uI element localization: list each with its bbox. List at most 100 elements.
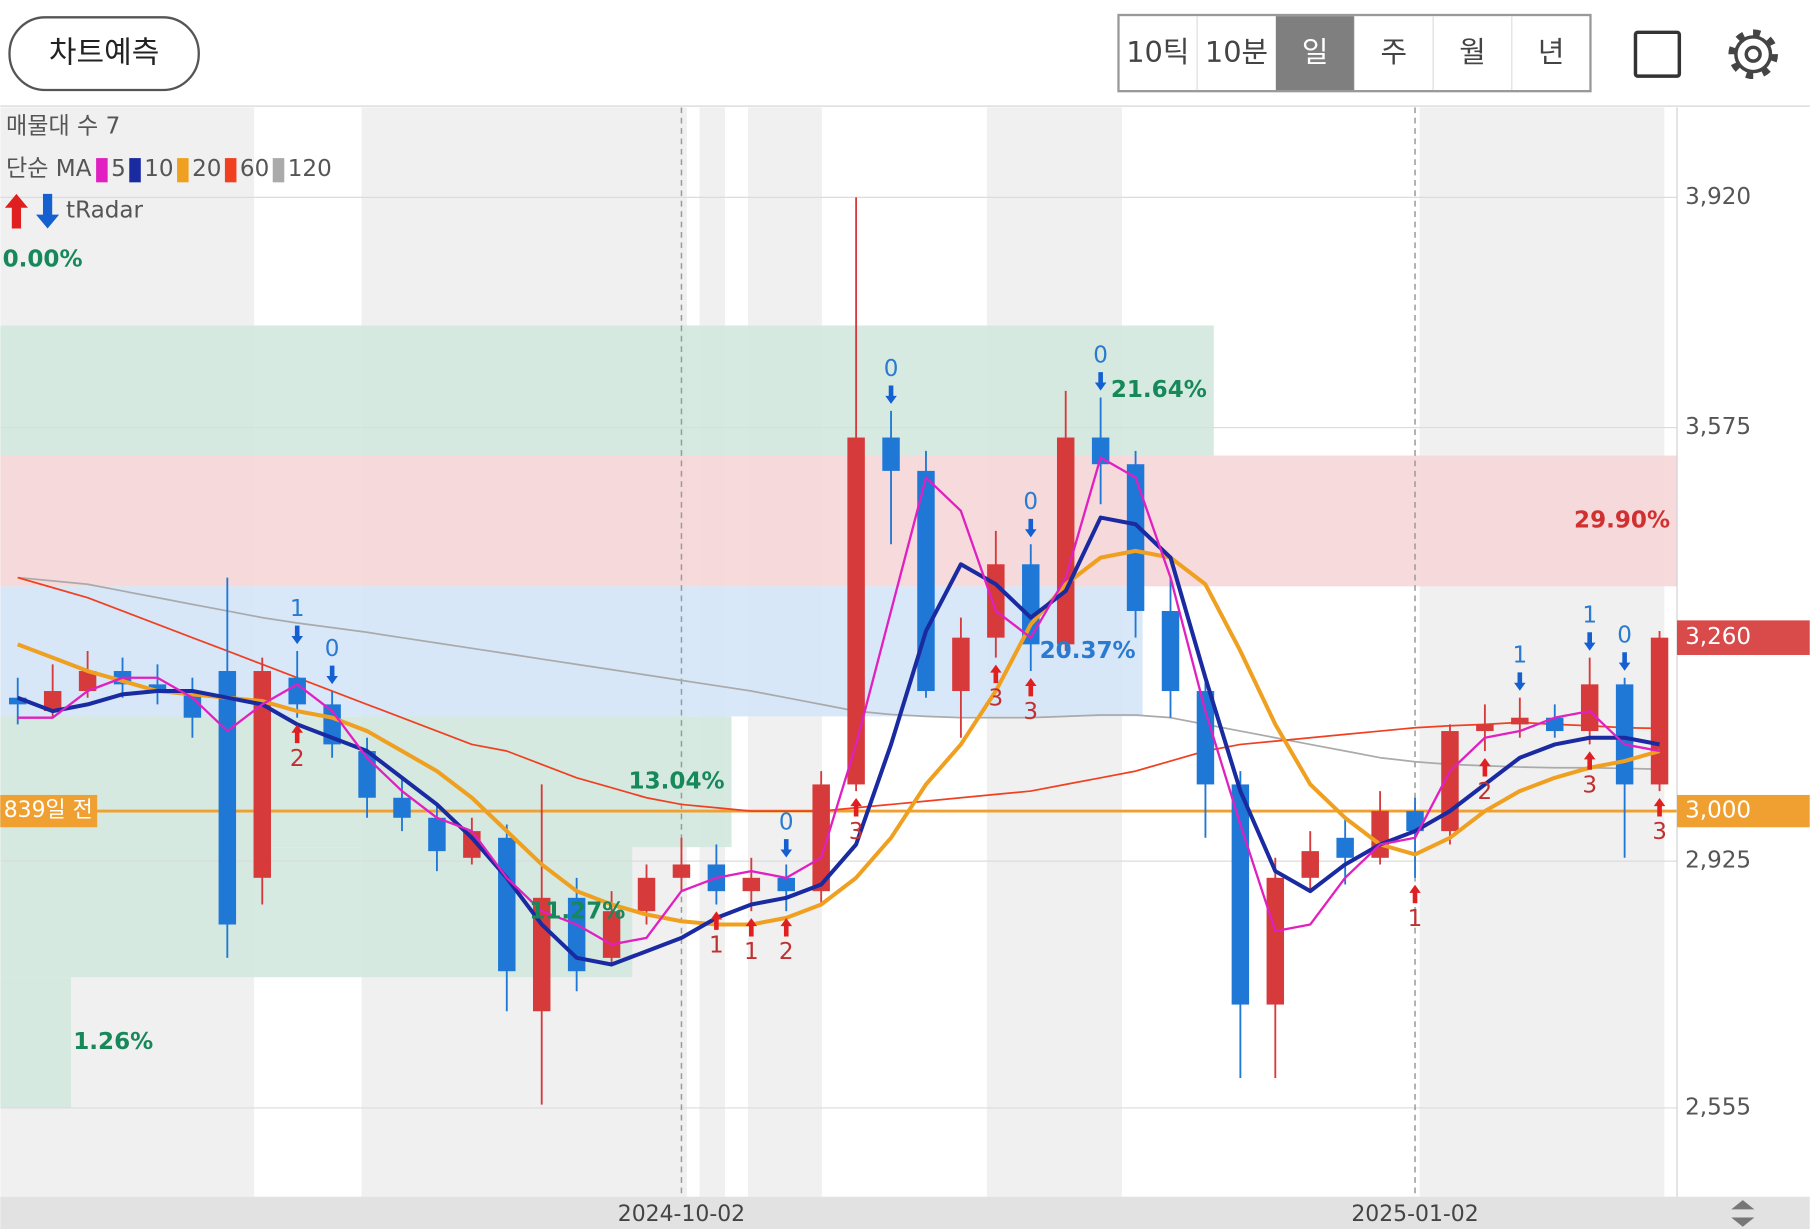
candle-body — [1301, 851, 1319, 878]
ma-legend-swatch — [96, 158, 108, 183]
period-button[interactable]: 10틱 — [1126, 35, 1189, 69]
signal-arrow — [1479, 757, 1491, 777]
ma-legend-label: 60 — [240, 156, 269, 182]
volume-band — [0, 586, 1143, 717]
signal-arrow — [710, 911, 723, 930]
signal-arrow — [1618, 652, 1631, 671]
candle-body — [1650, 637, 1669, 785]
y-tick-label: 3,575 — [1685, 414, 1751, 440]
candle-body — [1266, 877, 1285, 1005]
header: 차트예측 10틱 10분 일 주 월 년 — [0, 13, 1810, 108]
y-tick-label: 3,920 — [1685, 184, 1751, 210]
signal-arrow — [990, 664, 1002, 684]
candle-body — [1511, 717, 1529, 725]
x-tick-label: 2024-10-02 — [618, 1202, 745, 1227]
signal-label: 2 — [779, 939, 794, 965]
candle-body — [428, 817, 446, 852]
candle-body — [253, 671, 271, 878]
candle-body — [952, 637, 970, 692]
volume-band — [0, 325, 1214, 456]
ma-legend-swatch — [129, 158, 141, 183]
signal-arrow — [745, 918, 758, 937]
signal-up-icon — [4, 193, 28, 229]
candle-body — [742, 877, 761, 892]
candle-body — [847, 437, 865, 785]
signal-label: 1 — [290, 596, 305, 622]
signal-arrow — [780, 839, 793, 858]
signal-label: 0 — [1023, 489, 1038, 515]
predict-button-label[interactable]: 차트예측 — [49, 36, 159, 71]
candle-body — [1022, 564, 1040, 645]
candle-body — [1056, 437, 1075, 645]
scroll-icon[interactable] — [1731, 1200, 1755, 1227]
signal-label: 0 — [1617, 623, 1632, 649]
period-button[interactable]: 월 — [1459, 35, 1486, 69]
period-button[interactable]: 주 — [1381, 35, 1408, 69]
candle-body — [812, 784, 830, 892]
signal-down-icon — [36, 193, 60, 229]
signal-label: 0 — [1093, 342, 1108, 368]
signal-label: 3 — [1652, 819, 1667, 845]
signal-label: 1 — [1512, 643, 1527, 669]
candle-body — [882, 437, 900, 471]
date-bar — [0, 1196, 1810, 1229]
signal-label: 1 — [744, 939, 759, 965]
signal-arrow — [1025, 677, 1037, 697]
period-selector: 10틱 10분 일 주 월 년 — [1117, 13, 1592, 93]
signal-arrow — [1583, 632, 1596, 651]
signal-label: 0 — [779, 809, 794, 835]
signal-label: 3 — [1023, 699, 1038, 725]
x-tick-label: 2025-01-02 — [1351, 1202, 1478, 1227]
ma-legend-title: 단순 MA — [6, 156, 92, 182]
legend: 매물대 수 7 단순 MA 5 10 20 60 120 tRadar — [4, 113, 332, 229]
signal-label: 0 — [884, 356, 899, 382]
signal-arrow — [1409, 884, 1421, 904]
signal-label: 3 — [988, 686, 1003, 712]
candle-body — [1126, 464, 1145, 611]
candle-body — [148, 684, 167, 692]
period-button[interactable]: 년 — [1538, 35, 1565, 69]
ma-legend-label: 5 — [111, 156, 126, 182]
signal-label: 1 — [709, 933, 724, 959]
signal-arrow — [291, 724, 303, 744]
volume-band-label: 13.04% — [629, 768, 725, 794]
price-tag-left — [0, 794, 98, 828]
candle-body — [1476, 724, 1494, 732]
ma-line — [17, 576, 1660, 813]
period-button[interactable]: 일 — [1302, 35, 1329, 69]
volume-profile-title: 매물대 수 7 — [6, 113, 120, 139]
settings-icon[interactable] — [1728, 29, 1778, 80]
volume-band-label: 21.64% — [1111, 377, 1207, 403]
candle-body — [672, 864, 691, 878]
fullscreen-icon[interactable] — [1633, 30, 1682, 78]
candle-body — [637, 877, 656, 912]
signal-label: 1 — [1582, 603, 1597, 629]
candle-body — [9, 697, 27, 705]
candle-body — [602, 911, 621, 958]
predict-button[interactable] — [8, 16, 200, 92]
volume-band — [0, 455, 1678, 587]
signal-label: 2 — [290, 746, 305, 772]
signal-arrow — [291, 625, 303, 645]
candle-body — [78, 671, 97, 692]
volume-band — [0, 847, 633, 978]
signal-arrow — [885, 385, 897, 404]
last-price-tag — [1677, 620, 1810, 655]
ma-legend-label: 20 — [192, 156, 221, 182]
signal-arrow — [1094, 372, 1107, 391]
volume-band — [0, 977, 71, 1108]
period-selected — [1275, 16, 1355, 91]
candle-body — [1231, 784, 1250, 1005]
ma-legend-label: 120 — [288, 156, 332, 182]
last-price-label: 3,260 — [1685, 624, 1751, 650]
candle-body — [1580, 684, 1599, 732]
candle-body — [1546, 717, 1564, 732]
signal-arrow — [1514, 672, 1526, 691]
period-button[interactable]: 10분 — [1205, 35, 1268, 69]
signal-arrow — [1653, 798, 1666, 817]
ma-legend-swatch — [177, 158, 189, 183]
signal-arrow — [780, 918, 793, 937]
signal-label: 0 — [325, 636, 340, 662]
